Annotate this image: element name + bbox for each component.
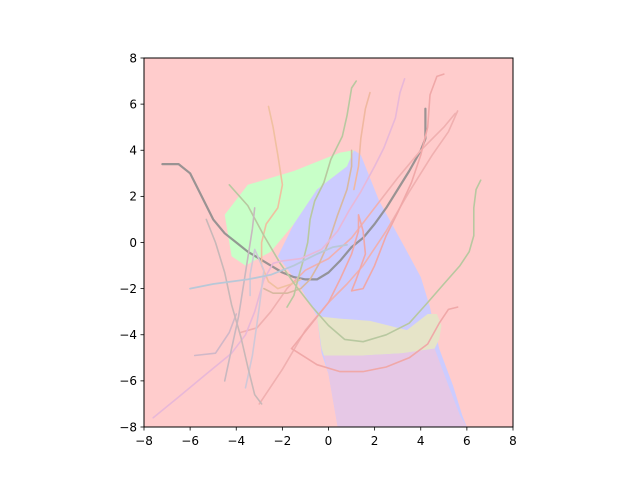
trajectory-lines	[152, 73, 482, 419]
trajectory-line-6	[353, 91, 371, 191]
y-tick-label: −6	[119, 374, 137, 388]
x-axis-ticks: −8 −6 −4 −2 0 2 4 6 8	[135, 427, 517, 448]
trajectory-line-14	[223, 207, 256, 382]
trajectory-line-7	[263, 149, 353, 294]
x-tick-label: −8	[135, 434, 153, 448]
x-tick-label: −6	[181, 434, 199, 448]
y-tick-label: 8	[129, 51, 137, 65]
trajectory-line-3	[290, 306, 459, 373]
x-tick-label: 4	[417, 434, 425, 448]
trajectory-line-11	[152, 78, 406, 419]
trajectory-line-2	[258, 110, 459, 405]
y-tick-label: −8	[119, 420, 137, 434]
x-tick-label: 6	[463, 434, 471, 448]
trajectory-line-15	[189, 243, 348, 290]
y-tick-label: −4	[119, 328, 137, 342]
y-tick-label: −2	[119, 282, 137, 296]
trajectory-line-10	[193, 313, 238, 357]
y-tick-label: 0	[129, 236, 137, 250]
x-tick-label: 2	[371, 434, 379, 448]
trajectory-line-13	[205, 218, 263, 405]
y-tick-label: 6	[129, 97, 137, 111]
region-0	[224, 150, 354, 266]
trajectory-line-9	[228, 179, 482, 343]
trajectory-line-5	[260, 105, 302, 290]
x-tick-label: 8	[509, 434, 517, 448]
classification-regions	[224, 150, 467, 427]
y-tick-label: 2	[129, 190, 137, 204]
trajectory-line-1	[240, 112, 457, 334]
trajectory-line-4	[290, 73, 445, 350]
region-3	[323, 348, 467, 427]
trajectory-line-12	[244, 248, 265, 389]
x-tick-label: −4	[227, 434, 245, 448]
x-tick-label: 0	[325, 434, 333, 448]
trajectory-line-0	[161, 107, 427, 281]
y-tick-label: 4	[129, 144, 137, 158]
x-tick-label: −2	[274, 434, 292, 448]
y-axis-ticks: −8 −6 −4 −2 0 2 4 6 8	[119, 51, 144, 434]
trajectory-line-8	[286, 80, 357, 308]
region-2	[317, 314, 442, 356]
